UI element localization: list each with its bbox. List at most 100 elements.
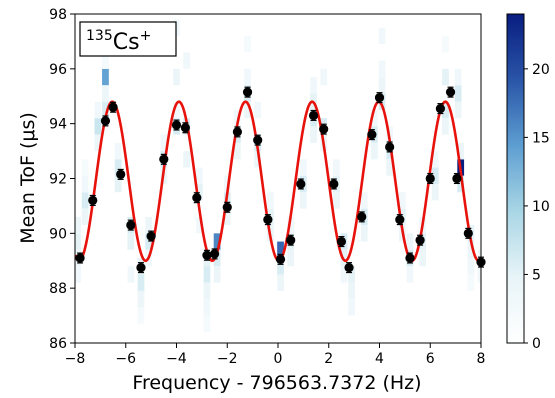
heatmap-bin bbox=[360, 225, 368, 242]
point-marker bbox=[367, 130, 377, 140]
colorbar-tick-label: 20 bbox=[532, 62, 550, 78]
annotation-element: Cs bbox=[113, 30, 140, 55]
point-marker bbox=[336, 236, 347, 247]
data-point bbox=[385, 141, 395, 153]
point-marker bbox=[374, 93, 385, 103]
heatmap-bin bbox=[467, 274, 475, 291]
heatmap-bin bbox=[442, 101, 449, 119]
heatmap-bin bbox=[137, 274, 145, 291]
data-point bbox=[367, 129, 377, 141]
point-marker bbox=[385, 142, 395, 152]
heatmap-bin bbox=[378, 27, 386, 45]
heatmap-bin bbox=[94, 118, 102, 135]
point-marker bbox=[136, 263, 146, 273]
point-marker bbox=[425, 173, 435, 184]
colorbar-tick-label: 0 bbox=[532, 336, 541, 352]
point-marker bbox=[126, 220, 136, 230]
heatmap-bin bbox=[234, 142, 241, 160]
colorbar: 0 5 10 15 20 bbox=[506, 13, 550, 352]
point-marker bbox=[202, 250, 212, 260]
data-point bbox=[374, 92, 385, 104]
heatmap-bin bbox=[223, 208, 231, 226]
heatmap-bin bbox=[75, 233, 81, 250]
y-tick-label: 98 bbox=[49, 7, 67, 23]
colorbar-gradient bbox=[506, 13, 525, 344]
heatmap-bin bbox=[102, 85, 109, 102]
data-point bbox=[159, 153, 169, 165]
heatmap-bin bbox=[81, 175, 89, 193]
heatmap-bin bbox=[332, 192, 340, 209]
heatmap-bin bbox=[454, 101, 462, 119]
point-marker bbox=[357, 212, 367, 222]
heatmap-bin bbox=[348, 266, 355, 283]
heatmap-bin bbox=[386, 159, 394, 176]
y-tick-label: 96 bbox=[49, 62, 67, 78]
data-point bbox=[126, 219, 136, 231]
annotation-box: 135Cs+ bbox=[79, 21, 177, 57]
heatmap-bin bbox=[419, 249, 427, 267]
point-marker bbox=[329, 179, 339, 189]
data-point bbox=[415, 234, 425, 246]
point-marker bbox=[435, 103, 445, 114]
heatmap-bin bbox=[277, 274, 284, 291]
heatmap-bin bbox=[127, 233, 135, 250]
data-point bbox=[263, 214, 273, 226]
plot-frame bbox=[74, 13, 482, 344]
point-marker bbox=[445, 87, 456, 97]
heatmap-bin bbox=[213, 233, 221, 250]
x-tick-label: 0 bbox=[274, 351, 283, 367]
point-marker bbox=[263, 215, 273, 225]
heatmap-bin bbox=[467, 241, 475, 259]
colorbar-tick-label: 15 bbox=[532, 130, 550, 146]
data-point bbox=[108, 101, 118, 113]
heatmap-bin bbox=[102, 101, 109, 119]
data-point bbox=[116, 168, 126, 180]
heatmap-bin bbox=[431, 167, 439, 184]
data-point bbox=[136, 262, 146, 274]
x-axis: −8 −6 −4 −2 0 2 4 6 8 bbox=[65, 343, 485, 367]
data-point bbox=[88, 194, 98, 206]
heatmap-bin bbox=[287, 249, 295, 267]
heatmap-bin bbox=[81, 159, 89, 176]
data-point bbox=[253, 134, 263, 146]
data-point bbox=[435, 103, 445, 115]
heatmap-bin bbox=[213, 249, 221, 267]
y-tick-label: 90 bbox=[49, 226, 67, 242]
point-marker bbox=[159, 154, 169, 164]
data-point bbox=[452, 172, 462, 185]
point-marker bbox=[171, 120, 182, 130]
point-marker bbox=[415, 235, 425, 245]
data-point bbox=[296, 178, 306, 190]
heatmap-bin bbox=[102, 68, 109, 86]
heatmap-bin bbox=[299, 159, 307, 176]
heatmap-bin bbox=[81, 192, 89, 209]
data-point bbox=[336, 236, 347, 248]
x-axis-label: Frequency - 796563.7372 (Hz) bbox=[132, 372, 421, 394]
point-marker bbox=[395, 215, 405, 225]
heatmap-bin bbox=[114, 142, 122, 160]
heatmap-bin bbox=[371, 142, 378, 160]
heatmap-bin bbox=[183, 151, 191, 168]
heatmap-bin bbox=[173, 101, 180, 119]
point-marker bbox=[232, 127, 242, 137]
heatmap-bin bbox=[310, 126, 317, 143]
point-marker bbox=[88, 195, 98, 206]
heatmap-bin bbox=[75, 266, 81, 283]
heatmap-bin bbox=[277, 258, 284, 275]
heatmap-bin bbox=[378, 60, 386, 78]
point-marker bbox=[296, 179, 306, 189]
heatmap-bin bbox=[114, 175, 122, 193]
y-tick-label: 92 bbox=[49, 172, 67, 188]
data-point bbox=[395, 214, 405, 226]
point-marker bbox=[286, 235, 296, 245]
heatmap-bin bbox=[203, 282, 211, 300]
heatmap-bin bbox=[454, 68, 462, 86]
heatmap-bin bbox=[137, 307, 145, 324]
heatmap-bin bbox=[137, 290, 145, 308]
point-marker bbox=[222, 202, 232, 212]
y-axis: 86 88 90 92 94 96 98 bbox=[49, 7, 75, 352]
heatmap-bin bbox=[378, 77, 386, 94]
colorbar-tick-label: 10 bbox=[532, 199, 550, 215]
